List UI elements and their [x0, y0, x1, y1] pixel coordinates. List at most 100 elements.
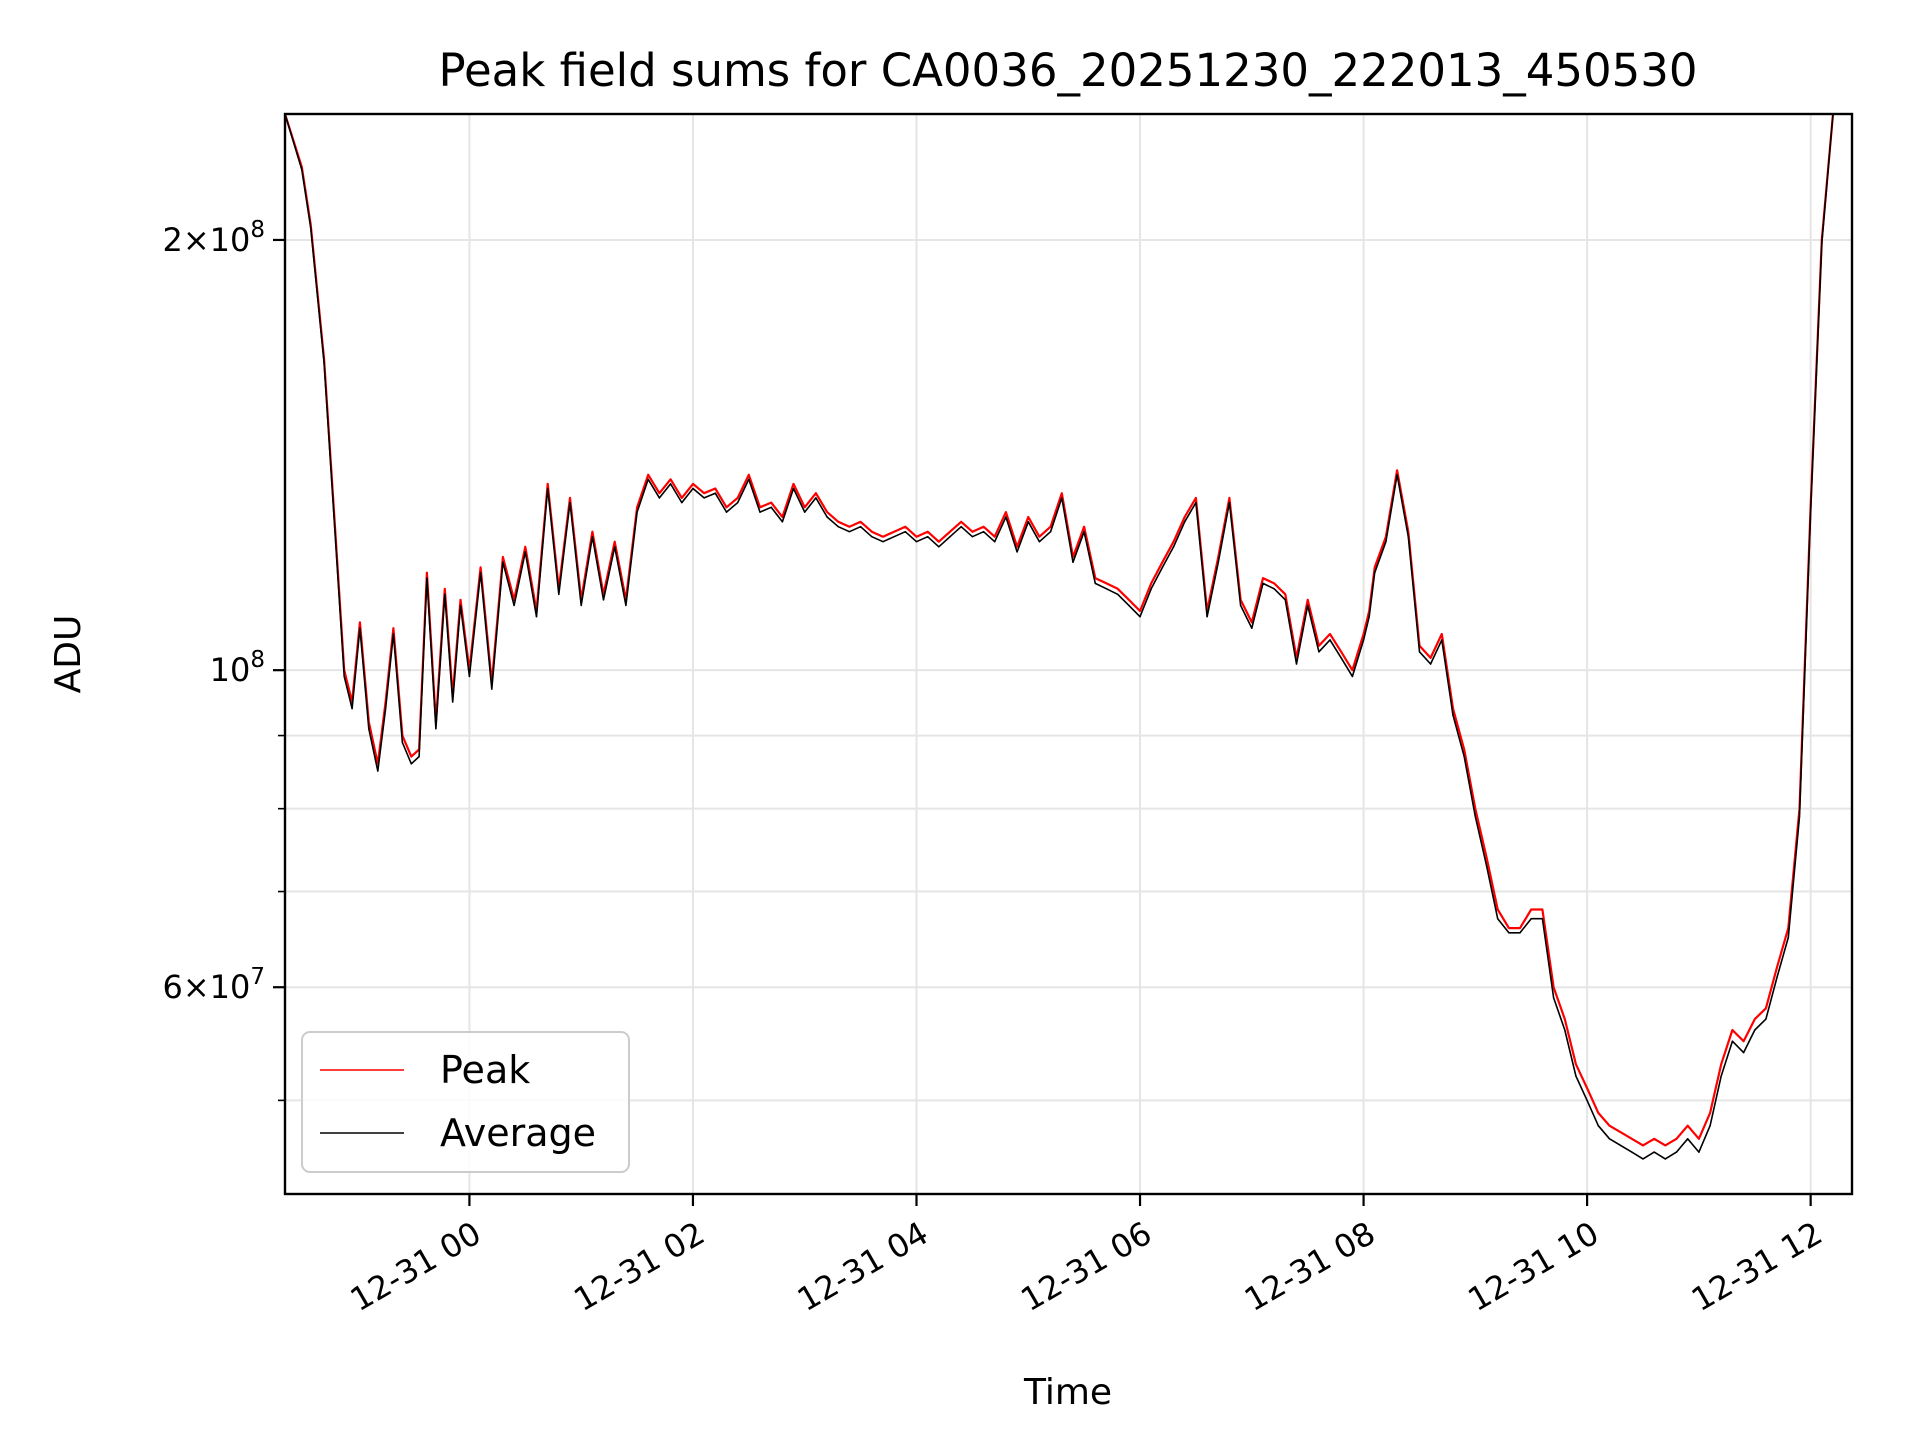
data-point-peak: [1698, 1137, 1700, 1140]
legend-label-average: Average: [440, 1111, 596, 1155]
data-point-average: [669, 483, 672, 485]
data-point-average: [1396, 473, 1398, 476]
data-point-peak: [971, 530, 974, 533]
x-tick-label: 12-31 08: [1238, 1214, 1382, 1319]
data-point-peak: [1396, 469, 1398, 472]
data-point-average: [1251, 627, 1253, 629]
data-point-average: [1016, 551, 1018, 553]
data-point-average: [410, 762, 413, 765]
data-point-peak: [569, 497, 571, 499]
data-point-average: [1798, 815, 1801, 818]
data-point-average: [569, 501, 571, 504]
data-point-average: [418, 755, 420, 758]
data-point-peak: [837, 521, 840, 523]
data-point-peak: [1373, 566, 1376, 569]
x-axis-label: Time: [1023, 1372, 1112, 1413]
data-point-average: [803, 511, 806, 513]
data-point-peak: [736, 497, 739, 499]
data-point-peak: [546, 483, 549, 485]
data-point-average: [1452, 714, 1454, 717]
data-point-peak: [1664, 1144, 1667, 1147]
data-point-average: [1619, 1144, 1622, 1147]
x-tick-label: 12-31 02: [567, 1214, 711, 1319]
data-point-peak: [1631, 1137, 1633, 1140]
data-point-average: [1351, 675, 1354, 678]
data-point-average: [1217, 561, 1220, 564]
data-point-average: [1183, 521, 1186, 523]
data-point-average: [376, 770, 379, 772]
data-point-peak: [591, 530, 594, 533]
data-point-average: [1485, 864, 1488, 867]
data-point-peak: [938, 540, 940, 543]
data-point-average: [938, 545, 940, 548]
data-point-peak: [1851, 0, 1853, 1]
data-point-average: [904, 530, 907, 533]
data-point-peak: [444, 588, 446, 590]
data-point-peak: [524, 545, 527, 548]
data-point-peak: [1731, 1029, 1734, 1031]
data-point-peak: [636, 506, 638, 509]
data-point-average: [1206, 615, 1208, 618]
data-point-peak: [1441, 633, 1443, 635]
data-point-peak: [1150, 582, 1153, 585]
data-point-peak: [882, 535, 884, 538]
data-point-peak: [960, 521, 963, 523]
data-point-peak: [1161, 561, 1164, 564]
data-point-peak: [915, 535, 918, 538]
data-point-peak: [759, 506, 761, 509]
data-point-peak: [392, 627, 395, 629]
data-point-peak: [1128, 599, 1130, 601]
data-point-peak: [1329, 633, 1331, 635]
data-point-peak: [1183, 516, 1186, 518]
tick-layer: [273, 238, 1812, 1206]
data-point-average: [1340, 657, 1343, 659]
data-point-average: [1407, 535, 1410, 538]
data-point-average: [1575, 1075, 1577, 1077]
data-point-peak: [1429, 657, 1432, 659]
data-point-peak: [1597, 1112, 1600, 1114]
data-point-average: [309, 226, 312, 229]
data-point-average: [1552, 996, 1555, 999]
data-point-average: [1284, 599, 1287, 601]
data-point-average: [401, 741, 404, 744]
x-tick-label: 12-31 00: [344, 1214, 488, 1319]
data-point-average: [334, 535, 337, 538]
data-point-average: [1083, 530, 1085, 533]
series-layer: [285, 0, 1853, 1160]
data-point-average: [613, 545, 616, 548]
data-point-average: [524, 551, 527, 553]
data-point-peak: [982, 525, 985, 528]
data-point-average: [1128, 604, 1130, 607]
data-point-average: [1060, 497, 1063, 499]
data-point-average: [1675, 1151, 1678, 1153]
data-point-peak: [502, 556, 504, 558]
data-point-average: [848, 530, 851, 533]
data-point-average: [1597, 1124, 1600, 1127]
data-point-average: [859, 525, 862, 528]
data-point-peak: [647, 473, 650, 476]
data-point-average: [725, 511, 728, 513]
data-point-peak: [1742, 1040, 1745, 1043]
data-point-average: [1664, 1158, 1667, 1160]
data-point-peak: [1619, 1131, 1622, 1134]
data-point-average: [993, 540, 996, 543]
data-point-average: [392, 633, 395, 635]
data-point-average: [558, 593, 560, 596]
data-point-peak: [426, 571, 428, 574]
data-point-peak: [1049, 525, 1052, 528]
data-point-average: [703, 497, 705, 499]
data-point-average: [1228, 501, 1231, 504]
data-point-peak: [1105, 582, 1108, 585]
data-point-peak: [410, 755, 413, 758]
data-point-average: [1474, 815, 1477, 818]
data-point-average: [837, 525, 840, 528]
data-point-average: [1787, 936, 1790, 939]
data-point-average: [384, 707, 387, 710]
x-tick-label: 12-31 12: [1685, 1214, 1829, 1319]
data-point-average: [1329, 639, 1331, 641]
data-point-average: [300, 168, 303, 171]
data-point-peak: [725, 506, 728, 509]
data-point-average: [714, 492, 717, 494]
data-point-average: [680, 501, 683, 504]
chart-title: Peak field sums for CA0036_20251230_2220…: [438, 44, 1697, 97]
